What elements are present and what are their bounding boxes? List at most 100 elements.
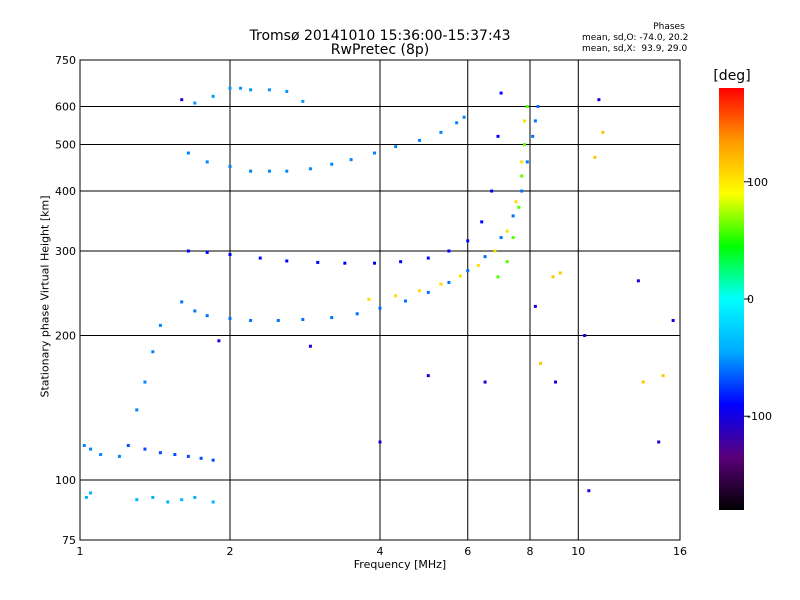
y-tick-label: 100 xyxy=(55,474,76,487)
echo-point xyxy=(533,304,537,308)
echo-point xyxy=(593,155,597,159)
echo-point xyxy=(193,495,197,499)
echo-point xyxy=(455,121,459,125)
echo-point xyxy=(531,134,535,138)
echo-point xyxy=(267,169,271,173)
y-tick-label: 300 xyxy=(55,245,76,258)
echo-point xyxy=(378,440,382,444)
echo-point xyxy=(126,444,130,448)
echo-point xyxy=(276,318,280,322)
phases-o-mode-stats: mean, sd,O: -74.0, 20.2 xyxy=(582,33,689,43)
echo-point xyxy=(426,256,430,260)
echo-point xyxy=(249,318,253,322)
echo-point xyxy=(447,249,451,253)
echo-point xyxy=(349,158,353,162)
echo-point xyxy=(525,105,529,109)
echo-point xyxy=(343,261,347,265)
echo-point xyxy=(403,299,407,303)
echo-point xyxy=(193,309,197,313)
colorbar-title: [deg] xyxy=(713,68,751,84)
echo-point xyxy=(180,98,184,102)
chart-subtitle: RwPretec (8p) xyxy=(330,42,430,58)
echo-point xyxy=(661,374,665,378)
echo-point xyxy=(301,99,305,103)
x-tick-label: 2 xyxy=(227,545,234,558)
echo-point xyxy=(447,280,451,284)
echo-point xyxy=(186,454,190,458)
y-tick-label: 75 xyxy=(62,534,76,547)
echo-point xyxy=(499,236,503,240)
x-tick-label: 6 xyxy=(464,545,471,558)
x-tick-label: 8 xyxy=(527,545,534,558)
phases-title: Phases xyxy=(653,22,685,32)
y-tick-label: 600 xyxy=(55,101,76,114)
echo-point xyxy=(523,143,527,147)
echo-point xyxy=(483,255,487,259)
x-axis-ticks: 1 2 4 6 8 10 16 xyxy=(77,545,688,558)
echo-point xyxy=(330,162,334,166)
echo-point xyxy=(211,458,215,462)
echo-point xyxy=(426,374,430,378)
echo-point xyxy=(211,500,215,504)
echo-point xyxy=(217,339,221,343)
echo-point xyxy=(520,189,524,193)
echo-point xyxy=(553,380,557,384)
echo-point xyxy=(89,447,93,451)
echo-point xyxy=(551,275,555,279)
echo-point xyxy=(228,86,232,90)
x-tick-label: 10 xyxy=(571,545,585,558)
echo-point xyxy=(476,263,480,267)
echo-point xyxy=(517,205,521,209)
echo-point xyxy=(205,160,209,164)
echo-point xyxy=(143,380,147,384)
echo-point xyxy=(514,200,518,204)
echo-point xyxy=(285,259,289,263)
echo-point xyxy=(82,444,86,448)
colorbar-tick-label: -100 xyxy=(747,410,772,423)
echo-point xyxy=(228,164,232,168)
x-tick-label: 16 xyxy=(673,545,687,558)
colorbar-tick-label: 100 xyxy=(747,176,768,189)
echo-point xyxy=(641,380,645,384)
echo-point xyxy=(211,94,215,98)
echo-point xyxy=(228,253,232,257)
echo-point xyxy=(458,274,462,278)
echo-point xyxy=(583,334,587,338)
echo-point xyxy=(536,105,540,109)
echo-point xyxy=(525,160,529,164)
echo-point xyxy=(417,289,421,293)
echo-point xyxy=(158,451,162,455)
echo-point xyxy=(462,115,466,119)
x-axis-label: Frequency [MHz] xyxy=(353,558,447,571)
echo-point xyxy=(180,498,184,502)
echo-point xyxy=(671,318,675,322)
echo-point xyxy=(378,306,382,310)
x-tick-label: 4 xyxy=(377,545,384,558)
echo-point xyxy=(84,495,88,499)
echo-point xyxy=(373,151,377,155)
echo-point xyxy=(417,138,421,142)
echo-point xyxy=(186,151,190,155)
echo-point xyxy=(511,214,515,218)
echo-point xyxy=(285,89,289,93)
echo-point xyxy=(193,101,197,105)
echo-point xyxy=(228,317,232,321)
chart-title: Tromsø 20141010 15:36:00-15:37:43 xyxy=(249,28,511,44)
echo-point xyxy=(533,119,537,123)
colorbar-ticks: -100 0 100 xyxy=(744,176,772,423)
echo-point xyxy=(483,380,487,384)
echo-point xyxy=(520,174,524,178)
echo-point xyxy=(151,495,155,499)
echo-point xyxy=(205,314,209,318)
echo-point xyxy=(367,297,371,301)
echo-point xyxy=(258,256,262,260)
echo-point xyxy=(199,456,203,460)
echo-point xyxy=(180,300,184,304)
echo-point xyxy=(394,145,398,149)
echo-point xyxy=(301,317,305,321)
echo-points xyxy=(82,86,675,504)
echo-point xyxy=(117,454,121,458)
echo-point xyxy=(239,86,243,90)
colorbar xyxy=(719,88,744,510)
echo-point xyxy=(151,350,155,354)
